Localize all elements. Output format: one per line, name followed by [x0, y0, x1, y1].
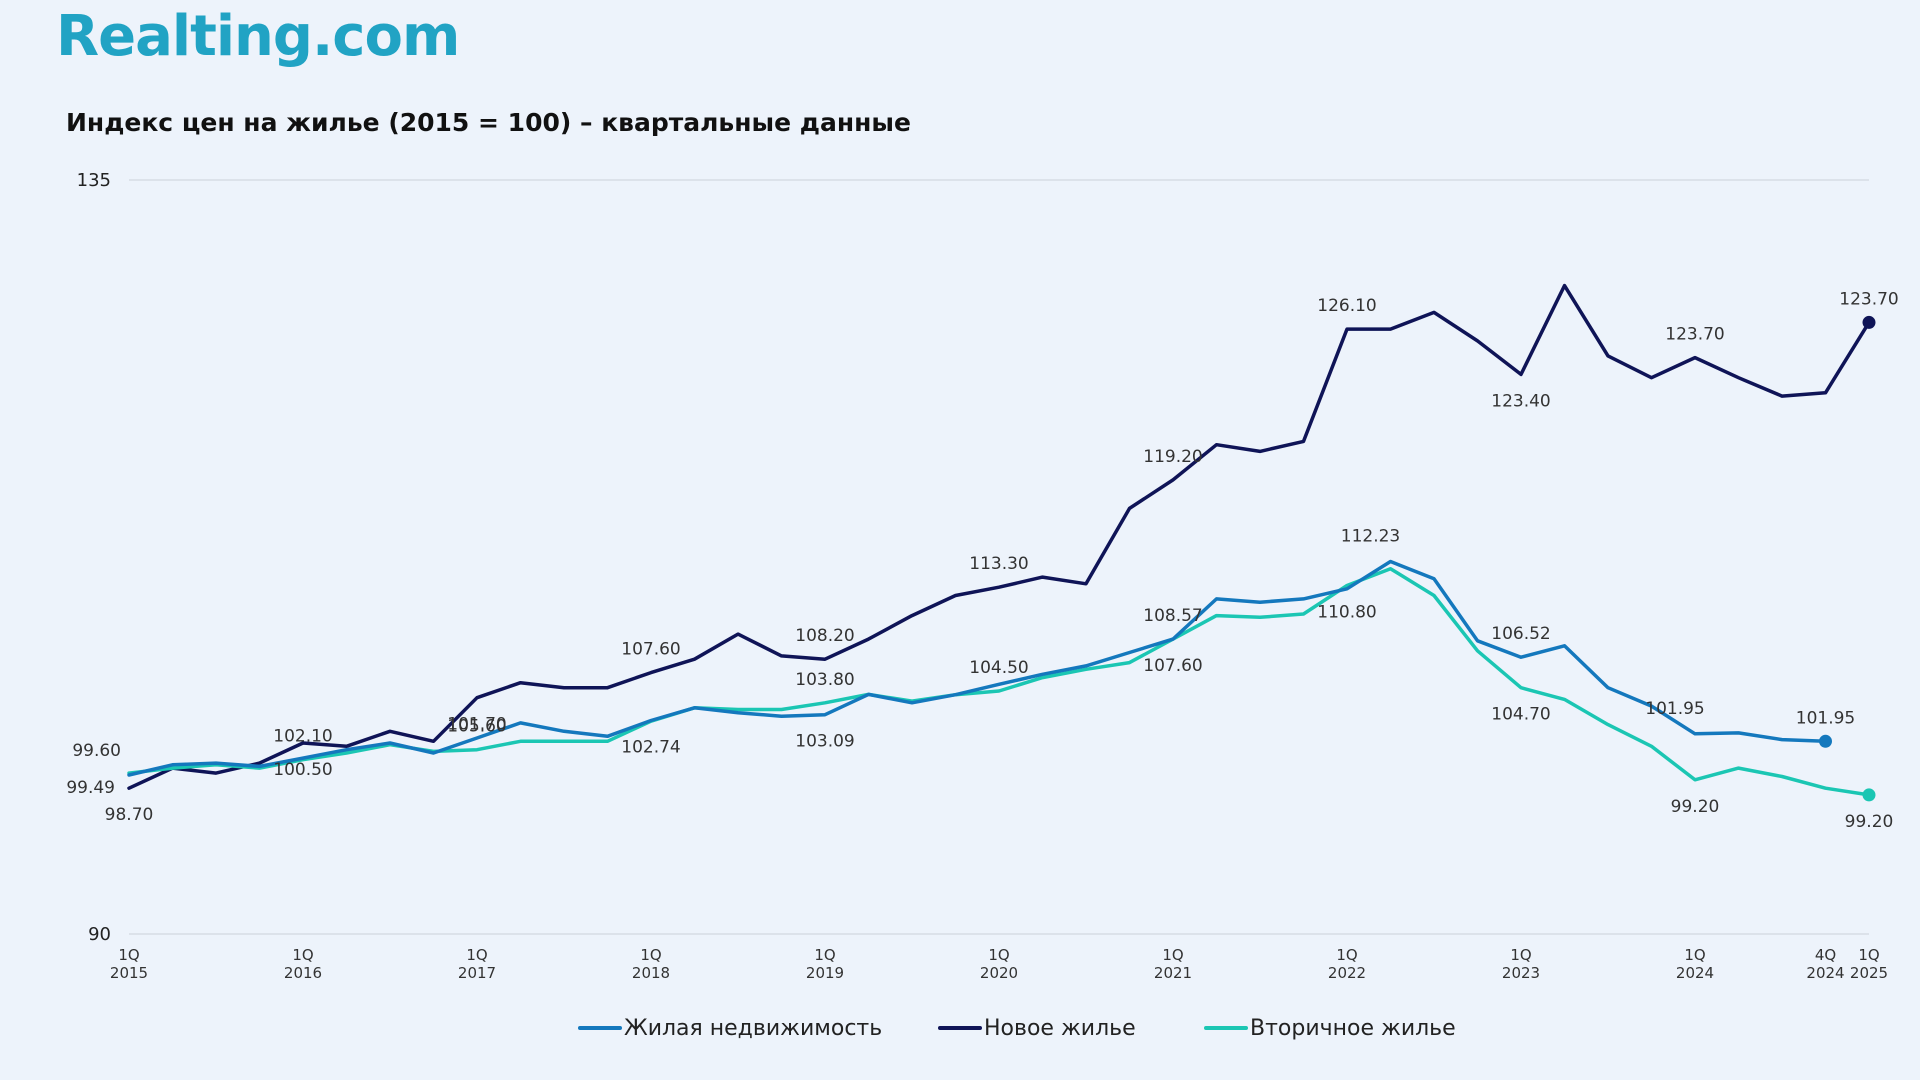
x-tick-label-16-year: 2019: [806, 964, 844, 982]
data-label-new-32: 123.40: [1491, 391, 1550, 411]
data-label-secondary-24: 107.60: [1143, 656, 1202, 676]
x-tick-label-20-year: 2020: [980, 964, 1018, 982]
x-tick-label-4-quarter: 1Q: [292, 946, 313, 964]
series-line-residential: [127, 559, 1828, 777]
legend-swatch-new: [938, 1026, 982, 1030]
x-tick-label-39-year: 2024: [1806, 964, 1844, 982]
data-label-residential-29: 112.23: [1341, 527, 1400, 547]
x-tick-label-8-year: 2017: [458, 964, 496, 982]
x-tick-label-32-quarter: 1Q: [1510, 946, 1531, 964]
y-tick-label-90: 90: [88, 924, 111, 945]
data-label-residential-36: 101.95: [1645, 699, 1704, 719]
end-marker-residential: [1819, 734, 1832, 748]
x-tick-label-40-year: 2025: [1850, 964, 1888, 982]
x-tick-label-32-year: 2023: [1502, 964, 1540, 982]
price-index-line-chart: 901351Q20151Q20161Q20171Q20181Q20191Q202…: [66, 170, 1898, 982]
legend-label-residential: Жилая недвижимость: [624, 1015, 883, 1041]
x-tick-label-4-year: 2016: [284, 964, 322, 982]
data-label-new-4: 100.50: [273, 760, 332, 780]
x-tick-label-36-year: 2024: [1676, 964, 1714, 982]
legend-label-new: Новое жилье: [984, 1015, 1136, 1041]
x-tick-label-24-quarter: 1Q: [1162, 946, 1183, 964]
data-label-new-0: 98.70: [105, 805, 154, 825]
x-tick-label-12-year: 2018: [632, 964, 670, 982]
legend-swatch-secondary: [1204, 1026, 1248, 1030]
legend-item-secondary[interactable]: Вторичное жилье: [1204, 1010, 1456, 1046]
data-label-new-40: 123.70: [1839, 289, 1898, 309]
end-marker-new: [1862, 315, 1876, 329]
x-tick-label-39-quarter: 4Q: [1815, 946, 1836, 964]
data-label-secondary-20: 104.50: [969, 658, 1028, 678]
data-label-new-24: 119.20: [1143, 447, 1202, 467]
chart-legend: Жилая недвижимость Новое жилье Вторичное…: [0, 1010, 1920, 1046]
data-label-new-20: 113.30: [969, 554, 1028, 574]
data-label-new-8: 101.70: [447, 715, 506, 735]
data-label-residential-24: 108.57: [1143, 606, 1202, 626]
x-tick-label-28-quarter: 1Q: [1336, 946, 1357, 964]
chart-title: Индекс цен на жилье (2015 = 100) – кварт…: [66, 108, 911, 137]
data-label-new-28: 126.10: [1317, 296, 1376, 316]
data-label-new-36: 123.70: [1665, 325, 1724, 345]
data-label-secondary-0: 99.60: [72, 741, 121, 761]
data-label-residential-32: 106.52: [1491, 624, 1550, 644]
x-tick-label-0-year: 2015: [110, 964, 148, 982]
data-label-secondary-40: 99.20: [1845, 812, 1894, 832]
data-label-residential-39: 101.95: [1796, 708, 1855, 728]
data-label-secondary-16: 103.80: [795, 670, 854, 690]
legend-item-new[interactable]: Новое жилье: [938, 1010, 1136, 1046]
data-label-new-12: 107.60: [621, 640, 680, 660]
y-tick-label-135: 135: [77, 170, 111, 191]
realting-logo[interactable]: Realting.com: [56, 4, 460, 69]
data-label-secondary-4: 102.10: [273, 727, 332, 747]
legend-swatch-residential: [578, 1026, 622, 1030]
x-tick-label-24-year: 2021: [1154, 964, 1192, 982]
data-label-residential-0: 99.49: [66, 778, 115, 798]
x-tick-label-12-quarter: 1Q: [640, 946, 661, 964]
legend-item-residential[interactable]: Жилая недвижимость: [578, 1010, 882, 1046]
x-tick-label-20-quarter: 1Q: [988, 946, 1009, 964]
x-tick-label-8-quarter: 1Q: [466, 946, 487, 964]
legend-label-secondary: Вторичное жилье: [1250, 1015, 1456, 1041]
data-label-secondary-8: 105.60: [447, 717, 506, 737]
series-line-secondary: [127, 566, 1871, 797]
data-label-secondary-32: 104.70: [1491, 705, 1550, 725]
end-marker-secondary: [1862, 788, 1876, 802]
data-label-secondary-28: 110.80: [1317, 602, 1376, 622]
x-tick-label-36-quarter: 1Q: [1684, 946, 1705, 964]
series-line-new: [127, 283, 1871, 790]
data-label-secondary-36: 99.20: [1671, 797, 1720, 817]
data-label-residential-16: 103.09: [795, 732, 854, 752]
x-tick-label-16-quarter: 1Q: [814, 946, 835, 964]
x-tick-label-28-year: 2022: [1328, 964, 1366, 982]
x-tick-label-0-quarter: 1Q: [118, 946, 139, 964]
data-label-residential-12: 102.74: [621, 738, 680, 758]
data-label-new-16: 108.20: [795, 626, 854, 646]
x-tick-label-40-quarter: 1Q: [1858, 946, 1879, 964]
